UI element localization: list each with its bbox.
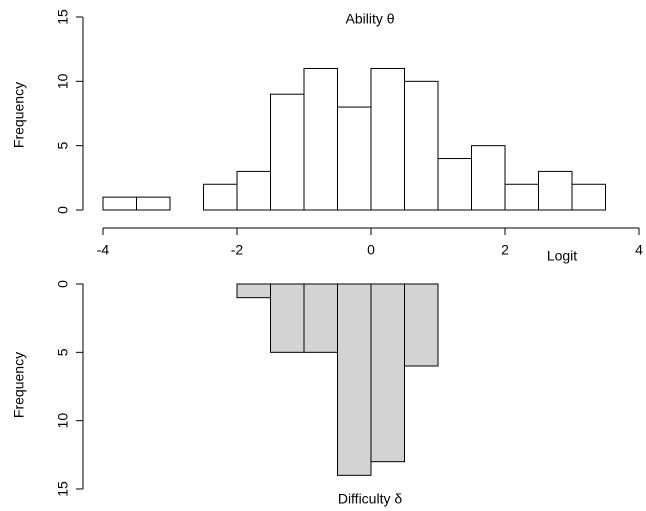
y-tick-label: 5 bbox=[55, 348, 71, 356]
bar bbox=[370, 283, 405, 463]
bar bbox=[437, 158, 472, 211]
bar bbox=[236, 283, 271, 299]
x-axis-label: Logit bbox=[547, 248, 577, 264]
bar bbox=[203, 183, 238, 211]
y-axis-label: Frequency bbox=[11, 352, 27, 418]
bar bbox=[538, 170, 573, 211]
bar bbox=[504, 183, 539, 211]
y-tick-label: 0 bbox=[55, 280, 71, 288]
bar bbox=[303, 283, 338, 353]
y-tick-label: 0 bbox=[55, 206, 71, 214]
y-tick-label: 10 bbox=[55, 73, 71, 89]
y-tick-label: 15 bbox=[55, 9, 71, 25]
bar bbox=[270, 283, 305, 353]
x-tick-label: -2 bbox=[231, 242, 244, 258]
bar bbox=[370, 67, 405, 211]
x-tick-label: 2 bbox=[501, 242, 509, 258]
bar bbox=[136, 196, 171, 211]
bar bbox=[102, 196, 137, 211]
bar bbox=[337, 106, 372, 211]
bar bbox=[471, 145, 506, 211]
x-tick-label: -4 bbox=[97, 242, 110, 258]
bar bbox=[571, 183, 606, 211]
chart-title: Difficulty δ bbox=[338, 491, 403, 507]
x-tick-label: 4 bbox=[635, 242, 643, 258]
bar bbox=[303, 67, 338, 211]
bar bbox=[270, 93, 305, 211]
y-tick-label: 15 bbox=[55, 481, 71, 497]
chart-title: Ability θ bbox=[345, 11, 394, 27]
y-tick-label: 5 bbox=[55, 142, 71, 150]
x-tick-label: 0 bbox=[367, 242, 375, 258]
bar bbox=[236, 170, 271, 211]
bar bbox=[404, 283, 439, 367]
bar bbox=[337, 283, 372, 476]
y-axis-label: Frequency bbox=[11, 82, 27, 148]
bar bbox=[404, 80, 439, 211]
y-tick-label: 10 bbox=[55, 413, 71, 429]
